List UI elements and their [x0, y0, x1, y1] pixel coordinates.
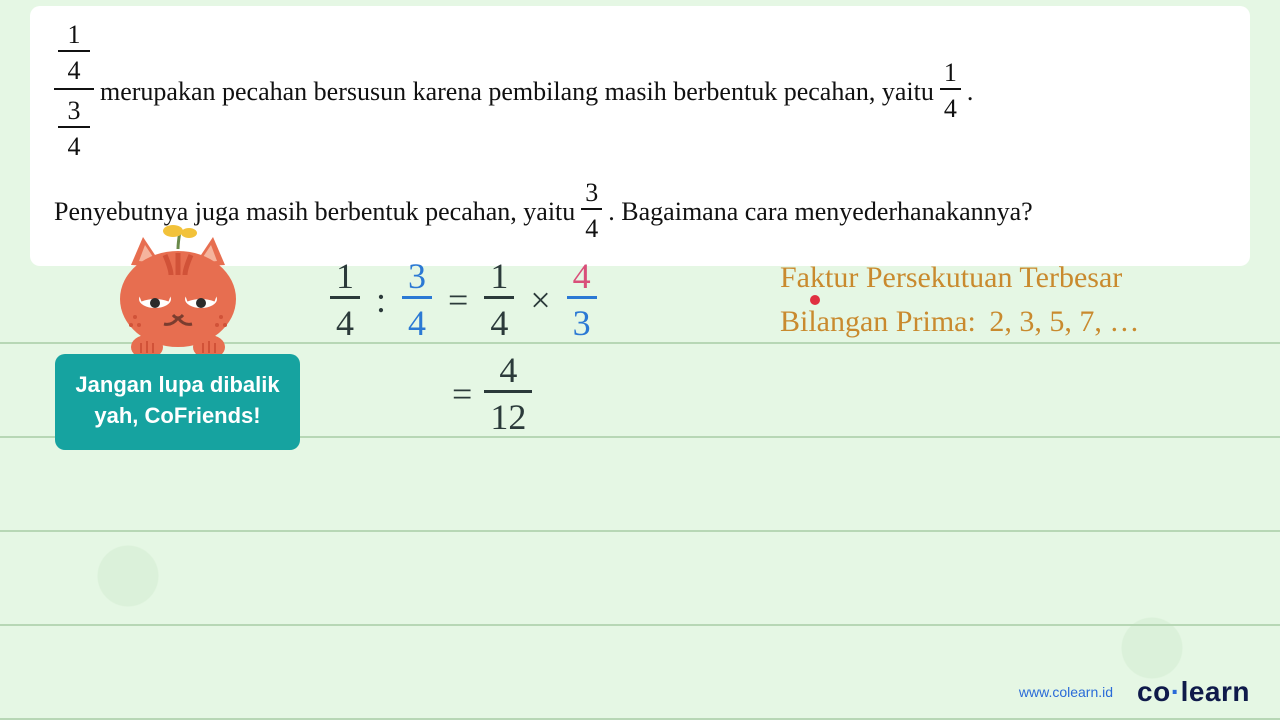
complex-fraction: 1 4 3 4 [54, 18, 94, 164]
cfrac-bot-num: 3 [64, 96, 85, 126]
fraction-1-4: 1 4 [940, 58, 961, 124]
card-line-1: 1 4 3 4 merupakan pecahan bersusun karen… [54, 18, 1226, 164]
cfrac-top-num: 1 [64, 20, 85, 50]
speech-line-2: yah, CoFriends! [65, 401, 290, 432]
den: 3 [567, 303, 597, 343]
cat-mascot-icon [103, 225, 253, 365]
frac-num: 1 [940, 58, 961, 88]
text-segment: . Bagaimana cara menyederhanakannya? [608, 192, 1032, 231]
frac-den: 4 [581, 214, 602, 244]
eq-result: 4 12 [484, 350, 532, 437]
den: 12 [484, 397, 532, 437]
den: 4 [330, 303, 360, 343]
fraction-bar [330, 296, 360, 303]
speech-line-1: Jangan lupa dibalik [65, 370, 290, 401]
note-values: 2, 3, 5, 7, … [989, 305, 1139, 338]
laser-pointer-dot [810, 295, 820, 305]
frac-den: 4 [940, 94, 961, 124]
text-segment: merupakan pecahan bersusun karena pembil… [100, 72, 934, 111]
cfrac-top-den: 4 [64, 56, 85, 86]
logo-part-a: co [1137, 676, 1171, 707]
footer: www.colearn.id co·learn [1019, 676, 1250, 708]
equals-sign: = [444, 279, 472, 321]
logo-dot: · [1171, 676, 1181, 707]
side-notes: Faktur Persekutuan Terbesar Bilangan Pri… [780, 256, 1139, 343]
num: 4 [493, 350, 523, 390]
eq-lhs: 1 4 [330, 256, 360, 343]
equation-line-1: 1 4 : 3 4 = 1 4 × 4 3 [330, 256, 597, 343]
num: 4 [567, 256, 597, 296]
fraction-bar [567, 296, 597, 303]
frac-num: 3 [581, 178, 602, 208]
fraction-3-4: 3 4 [581, 178, 602, 244]
equation-line-2: = 4 12 [452, 350, 532, 437]
eq-mul-a: 1 4 [484, 256, 514, 343]
mascot-group: Jangan lupa dibalik yah, CoFriends! [55, 220, 300, 450]
note-line-1: Faktur Persekutuan Terbesar [780, 256, 1139, 300]
note-label: Bilangan Prima: [780, 305, 976, 338]
den: 4 [402, 303, 432, 343]
fraction-bar [484, 390, 532, 397]
note-line-2: Bilangan Prima: 2, 3, 5, 7, … [780, 300, 1139, 344]
times-sign: × [526, 279, 554, 321]
eq-divisor: 3 4 [402, 256, 432, 343]
cfrac-top: 1 4 [54, 18, 94, 88]
num: 1 [330, 256, 360, 296]
brand-logo: co·learn [1137, 676, 1250, 708]
cfrac-bot-den: 4 [64, 132, 85, 162]
num: 1 [484, 256, 514, 296]
den: 4 [484, 303, 514, 343]
fraction-bar [402, 296, 432, 303]
logo-part-b: learn [1181, 676, 1250, 707]
text-segment: . [967, 72, 974, 111]
speech-bubble: Jangan lupa dibalik yah, CoFriends! [55, 354, 300, 450]
footer-url: www.colearn.id [1019, 684, 1113, 700]
fraction-bar [484, 296, 514, 303]
equals-sign: = [452, 373, 472, 415]
divide-sign: : [372, 279, 390, 321]
num: 3 [402, 256, 432, 296]
eq-mul-b: 4 3 [567, 256, 597, 343]
cfrac-bottom: 3 4 [54, 94, 94, 164]
